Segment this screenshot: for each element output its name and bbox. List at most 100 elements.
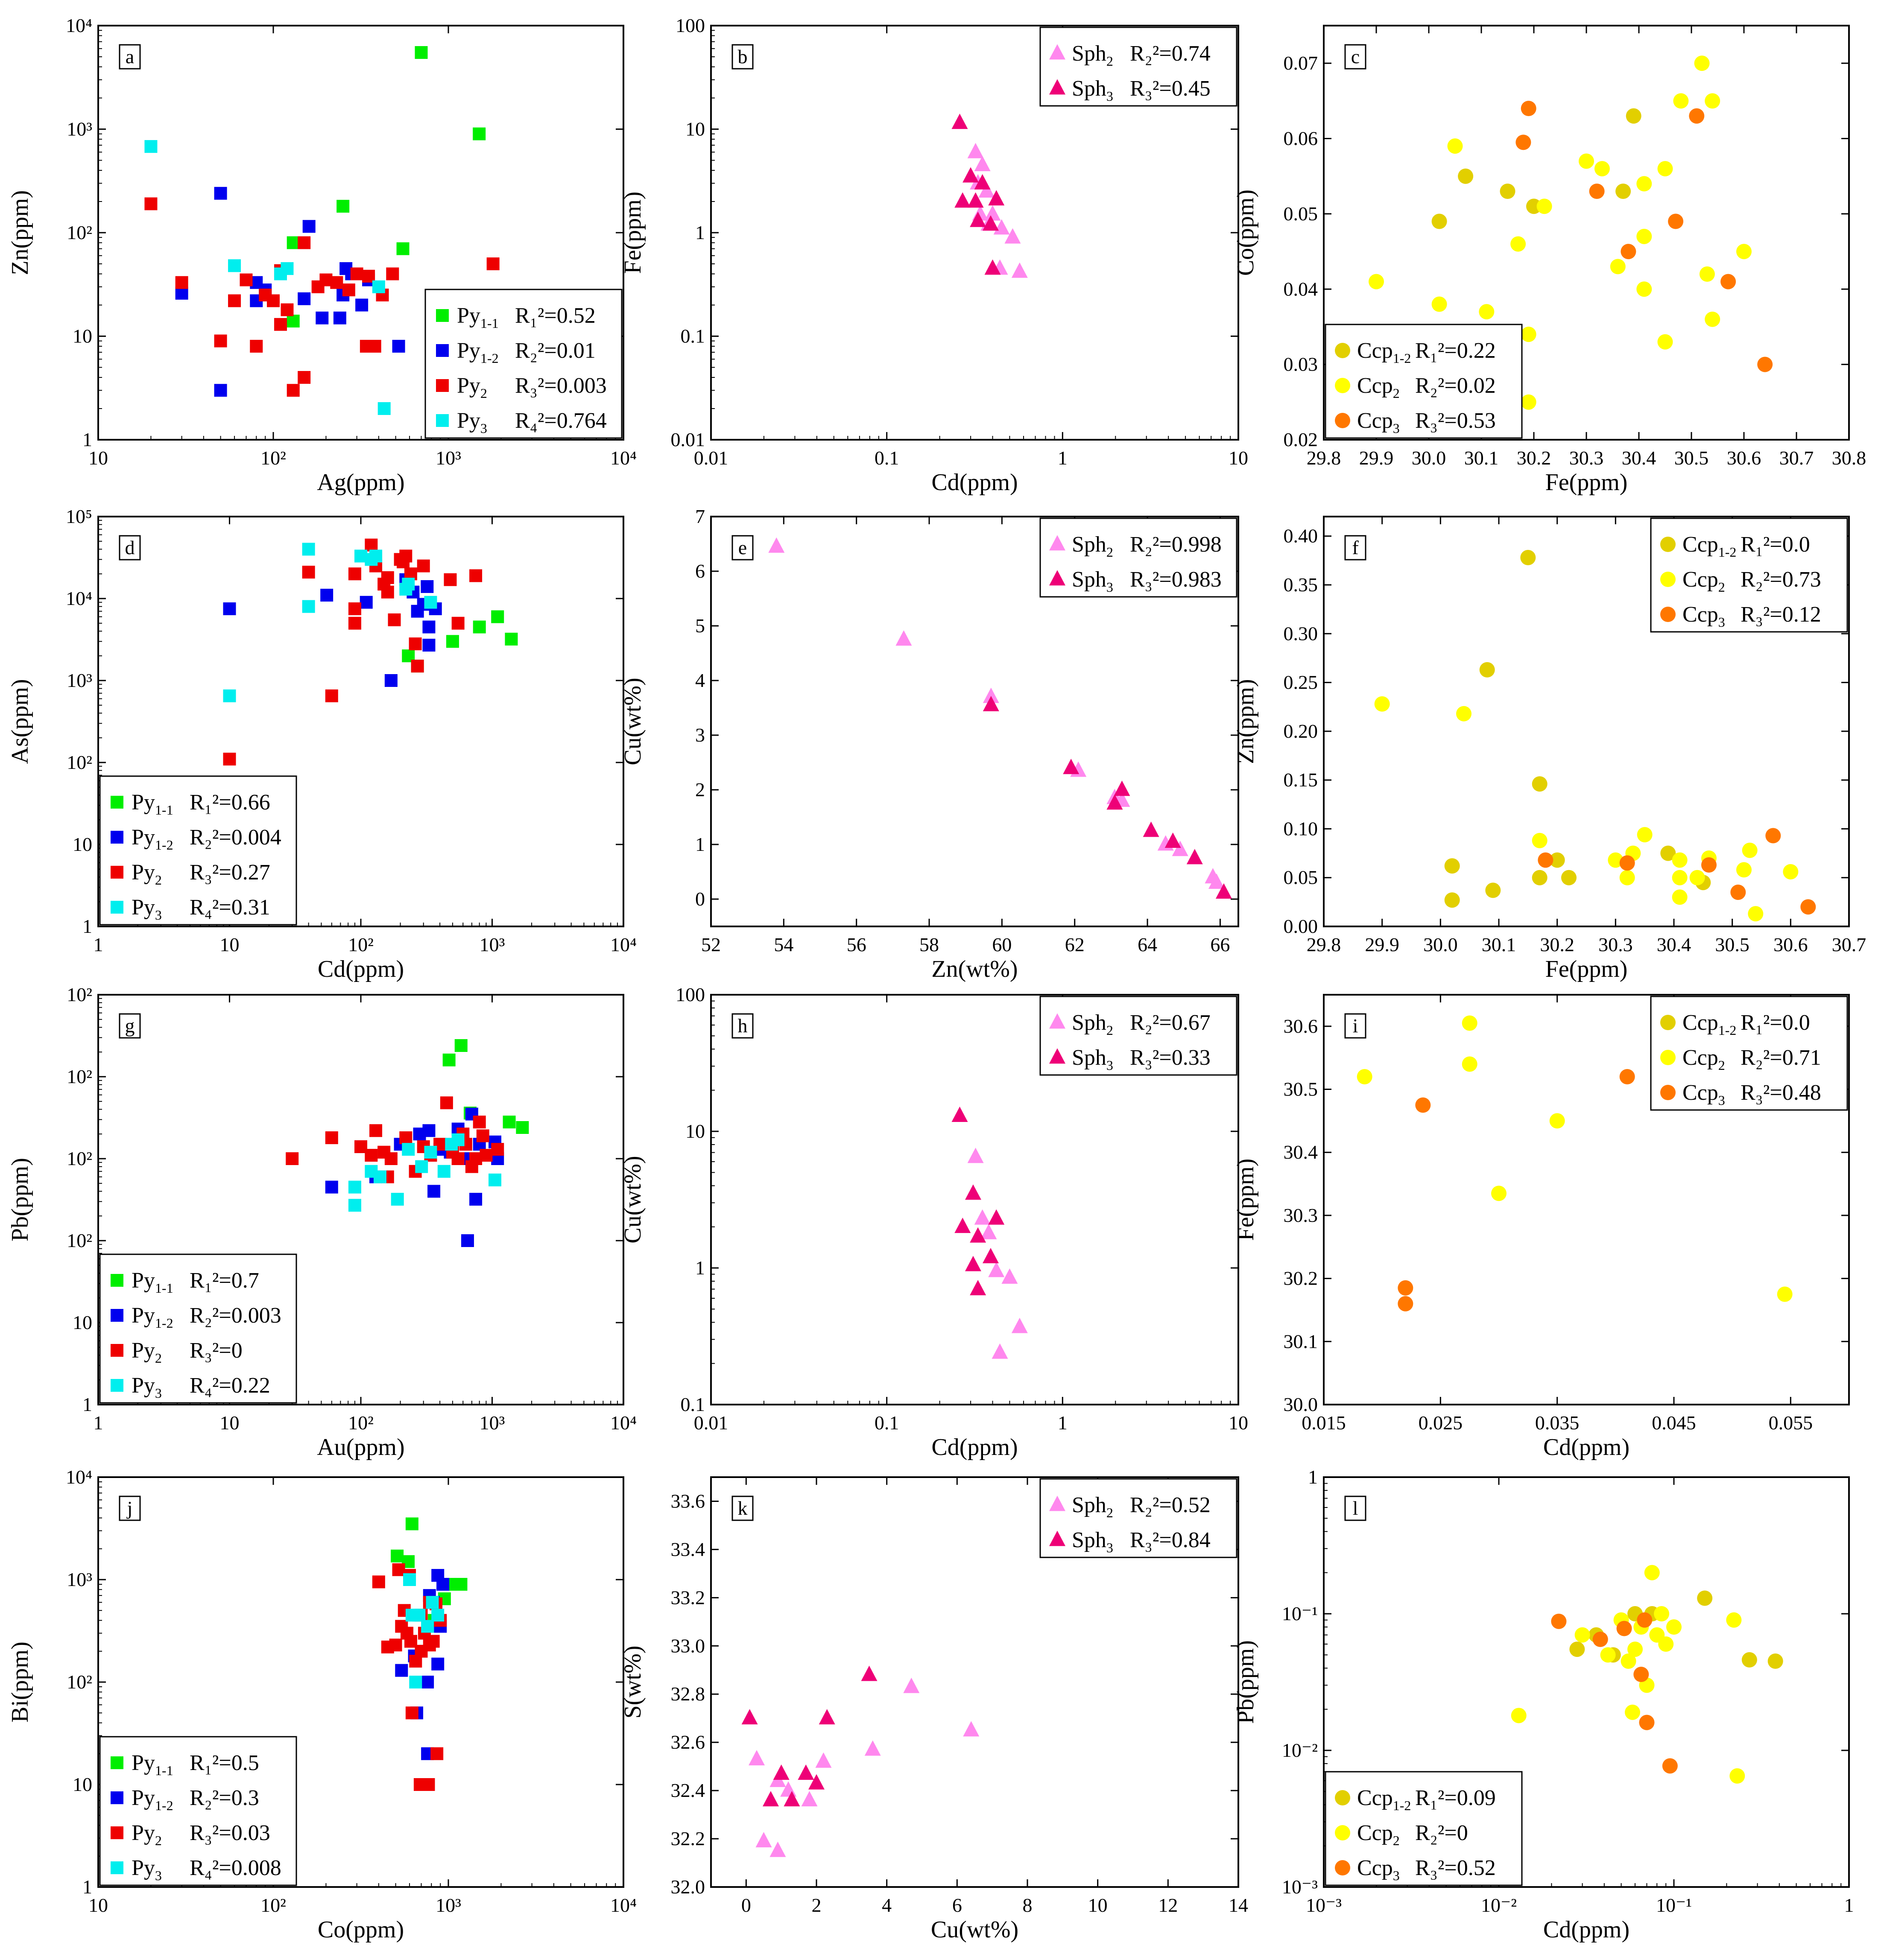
- x-tick-label: 30.6: [1727, 447, 1761, 469]
- data-point-py11: [442, 1053, 456, 1066]
- panel-label: k: [738, 1497, 748, 1519]
- y-axis-title: Pb(ppm): [1232, 1640, 1259, 1724]
- data-point-py3: [415, 1160, 428, 1173]
- data-point-py3: [403, 1573, 416, 1586]
- y-tick-label: 1: [695, 1257, 705, 1279]
- data-point-ccp12: [1431, 213, 1447, 229]
- data-point-py11: [336, 200, 350, 213]
- data-point-ccp2: [1357, 1069, 1372, 1084]
- data-point-ccp12: [1615, 184, 1631, 199]
- data-point-py2: [175, 276, 188, 289]
- data-point-sph3: [965, 1256, 981, 1271]
- x-tick-label: 0.025: [1419, 1412, 1463, 1434]
- x-tick-label: 12: [1158, 1894, 1178, 1916]
- legend-box: [1650, 996, 1848, 1111]
- data-point-py2: [469, 569, 483, 582]
- y-axis-title: Bi(ppm): [7, 1642, 33, 1723]
- x-tick-label: 10⁴: [610, 934, 637, 955]
- legend: Ccp1-2 R₁²=0.0 Ccp2 R₂²=0.71 Ccp3 R₃²=0.48: [1650, 996, 1848, 1111]
- panel-f: 29.8 29.9 30.0 30.1 30.2 30.3 30.4 30.5 30.6 30.7…: [1232, 516, 1866, 982]
- data-point-py2: [144, 197, 158, 210]
- data-point-py2: [281, 303, 294, 316]
- data-point-ccp3: [1701, 857, 1717, 873]
- x-tick-label: 0.045: [1652, 1412, 1696, 1434]
- legend-marker-py12: [111, 1791, 123, 1804]
- data-point-sph3: [982, 1248, 999, 1264]
- y-tick-label: 10: [73, 325, 92, 347]
- data-point-py2: [325, 689, 338, 702]
- data-point-sph2: [1001, 1268, 1018, 1284]
- data-point-py11: [473, 620, 486, 634]
- data-point-py2: [384, 1152, 398, 1165]
- y-tick-label: 1: [82, 1876, 92, 1898]
- legend-marker-py2: [111, 1826, 123, 1839]
- legend-entry: Sph3 R₃²=0.33: [1072, 1046, 1211, 1073]
- data-point-ccp12: [1660, 845, 1676, 861]
- y-tick-label: 0.07: [1284, 52, 1318, 74]
- y-tick-label: 10⁴: [66, 587, 92, 609]
- y-tick-label: 30.1: [1284, 1330, 1318, 1352]
- legend-entry: Ccp3 R₃²=0.12: [1682, 602, 1821, 630]
- x-tick-label: 0: [741, 1894, 751, 1916]
- data-point-py3: [281, 262, 294, 275]
- x-tick-label: 62: [1065, 934, 1085, 955]
- x-tick-label: 10²: [260, 1894, 286, 1916]
- data-point-ccp2: [1619, 870, 1635, 885]
- x-tick-label: 10⁴: [610, 1894, 637, 1916]
- panel-j: 10 10² 10³ 10⁴11010²10³10⁴Co(ppm)Bi(ppm)jPy…: [7, 1466, 637, 1943]
- legend-marker-py11: [436, 309, 449, 322]
- data-point-py3: [372, 280, 385, 293]
- data-point-py12: [421, 580, 434, 593]
- data-point-sph2: [967, 1148, 984, 1163]
- data-point-sph3: [1164, 832, 1181, 848]
- legend-box: [1039, 1478, 1237, 1558]
- data-point-ccp2: [1736, 862, 1752, 878]
- data-point-py2: [350, 267, 363, 280]
- y-tick-label: 10: [685, 118, 705, 140]
- legend-marker-py2: [111, 1344, 123, 1357]
- data-point-ccp12: [1549, 852, 1565, 868]
- data-point-sph3: [954, 192, 971, 208]
- data-point-sph3: [970, 1279, 986, 1295]
- x-tick-label: 0.1: [875, 1412, 899, 1434]
- y-tick-label: 10⁵: [66, 505, 92, 527]
- panel-i: 0.015 0.025 0.035 0.045 0.055 30.0 30.1 30.2 30.…: [1232, 994, 1850, 1461]
- y-tick-label: 7: [695, 505, 705, 527]
- data-point-ccp12: [1697, 1590, 1713, 1606]
- legend: Sph2 R₂²=0.52 Sph3 R₃²=0.84: [1039, 1478, 1237, 1558]
- data-point-ccp2: [1491, 1186, 1507, 1201]
- data-point-ccp2: [1694, 55, 1710, 71]
- data-point-sph3: [951, 114, 968, 129]
- data-point-py11: [454, 1577, 468, 1591]
- data-point-ccp12: [1561, 870, 1577, 885]
- data-point-py12: [333, 311, 346, 324]
- x-tick-label: 30.1: [1464, 447, 1499, 469]
- y-axis-title: Pb(ppm): [7, 1158, 33, 1241]
- data-point-py2: [389, 1639, 402, 1652]
- x-tick-label: 10⁴: [610, 1412, 637, 1434]
- x-tick-label: 10⁻²: [1481, 1894, 1517, 1916]
- data-point-py3: [302, 600, 315, 613]
- data-point-py3: [373, 1170, 386, 1183]
- data-point-ccp3: [1538, 852, 1553, 868]
- legend: Sph2 R₂²=0.74 Sph3 R₃²=0.45: [1039, 26, 1237, 107]
- legend-entry: Ccp2 R₂²=0: [1357, 1821, 1468, 1848]
- data-point-sph3: [965, 1184, 981, 1200]
- data-point-ccp2: [1689, 870, 1705, 885]
- data-point-ccp2: [1462, 1056, 1477, 1072]
- data-point-py11: [415, 46, 428, 59]
- data-point-py12: [422, 620, 436, 634]
- data-point-ccp2: [1621, 1653, 1636, 1669]
- legend-marker-ccp2: [1660, 1050, 1676, 1065]
- x-tick-label: 0.055: [1769, 1412, 1813, 1434]
- data-point-ccp3: [1521, 101, 1536, 116]
- data-point-py2: [330, 276, 343, 289]
- y-tick-label: 10: [685, 1120, 705, 1142]
- data-point-py2: [451, 1152, 465, 1165]
- data-point-ccp3: [1639, 1715, 1655, 1730]
- legend-box: [99, 1736, 297, 1886]
- legend: Py1-1 R₁²=0.7 Py1-2 R₂²=0.003 Py2 R₃²=0 Py3 R₄²…: [99, 1253, 297, 1404]
- legend-entry: Py3 R₄²=0.764: [457, 409, 607, 436]
- legend-entry: Sph2 R₂²=0.67: [1072, 1011, 1211, 1038]
